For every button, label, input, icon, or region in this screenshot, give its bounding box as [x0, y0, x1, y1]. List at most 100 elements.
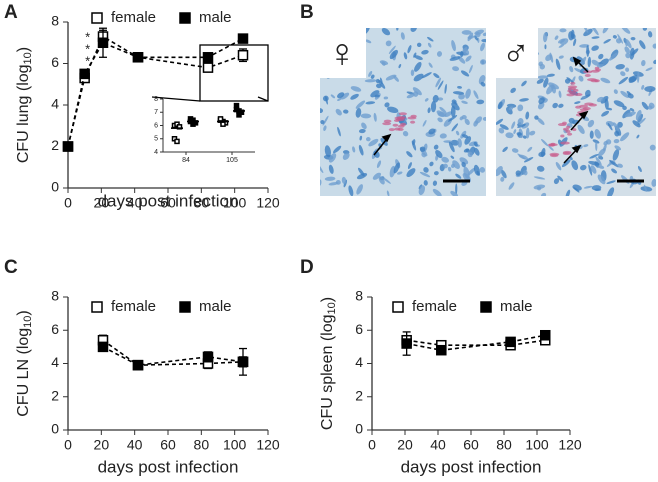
cell: [601, 110, 610, 117]
cell: [617, 34, 624, 44]
cell: [568, 31, 574, 41]
stained-cell: [572, 128, 577, 132]
y-tick-label: 0: [51, 179, 59, 195]
x-tick-label: 120: [558, 437, 582, 453]
annotation: *: [85, 53, 90, 68]
panel-label: D: [300, 257, 314, 278]
cell: [324, 176, 336, 181]
cell: [499, 124, 509, 130]
cell: [598, 148, 606, 157]
cell: [448, 114, 458, 122]
cell: [343, 109, 349, 114]
cell: [607, 187, 615, 196]
stained-cell: [557, 123, 567, 127]
cell: [427, 36, 434, 42]
stained-cell: [382, 122, 392, 126]
cell: [476, 99, 485, 105]
cell: [462, 48, 470, 56]
cell: [557, 175, 564, 182]
stained-cell: [560, 134, 565, 138]
cell: [436, 110, 445, 117]
marker: [132, 359, 144, 371]
arrow-head: [571, 144, 582, 154]
cell: [365, 137, 371, 142]
cell: [461, 30, 472, 35]
cell: [548, 145, 554, 151]
cell: [539, 63, 546, 70]
cell: [603, 140, 609, 146]
cell: [519, 98, 529, 102]
y-axis-label: CFU spleen (log10): [319, 297, 338, 430]
cell: [406, 168, 416, 178]
cell: [473, 90, 479, 100]
cell: [480, 81, 486, 87]
cell: [588, 160, 600, 166]
marker: [202, 62, 214, 73]
cell: [444, 111, 453, 118]
cell: [424, 98, 429, 102]
cell: [643, 184, 647, 192]
y-axis-label-part: 10: [326, 302, 338, 314]
cell: [455, 130, 460, 136]
cell: [595, 141, 598, 151]
cell: [620, 90, 630, 98]
cell: [482, 116, 486, 121]
cell: [378, 79, 386, 89]
micrographs: ♀ ♂: [320, 28, 656, 196]
marker: [97, 341, 109, 353]
cell: [436, 51, 442, 57]
panel-label: B: [300, 2, 314, 23]
cell: [536, 165, 545, 172]
cell: [597, 63, 604, 68]
cell: [374, 94, 380, 98]
stained-cell: [579, 108, 589, 112]
cell: [421, 72, 432, 79]
cell: [523, 157, 534, 163]
cell: [474, 147, 480, 156]
cell: [653, 59, 656, 65]
cell: [388, 45, 396, 54]
cell: [527, 146, 533, 152]
x-axis-label: days post infection: [98, 457, 239, 476]
cell: [465, 55, 472, 62]
cell: [457, 138, 462, 148]
cell: [543, 32, 548, 43]
cell: [636, 134, 640, 139]
cell: [637, 113, 644, 123]
cell: [573, 187, 580, 193]
stained-cell: [388, 128, 395, 132]
cell: [428, 128, 436, 135]
cell: [348, 185, 354, 196]
cell: [588, 164, 593, 176]
cell: [320, 108, 324, 114]
stained-cell: [574, 93, 583, 97]
cell: [517, 123, 526, 128]
stained-cell: [549, 152, 560, 156]
cell: [358, 144, 364, 156]
cell: [622, 109, 631, 119]
cell: [384, 102, 390, 108]
x-tick-label: 100: [223, 437, 247, 453]
y-tick-label: 8: [51, 13, 59, 29]
cell: [508, 182, 515, 190]
cell: [537, 75, 549, 79]
cell: [461, 100, 468, 104]
cell: [474, 35, 478, 41]
x-tick-label: 20: [397, 437, 413, 453]
cell: [380, 77, 383, 85]
cell: [540, 147, 546, 158]
cell: [594, 129, 601, 139]
cell: [536, 186, 542, 191]
inset-point: [217, 116, 224, 122]
cell: [373, 150, 380, 158]
cell: [320, 179, 322, 186]
marker: [62, 141, 74, 152]
cell: [393, 75, 399, 82]
cell: [451, 163, 455, 168]
cell: [555, 58, 561, 70]
cell: [497, 101, 503, 110]
cell: [451, 40, 456, 52]
legend-label: male: [199, 298, 232, 315]
